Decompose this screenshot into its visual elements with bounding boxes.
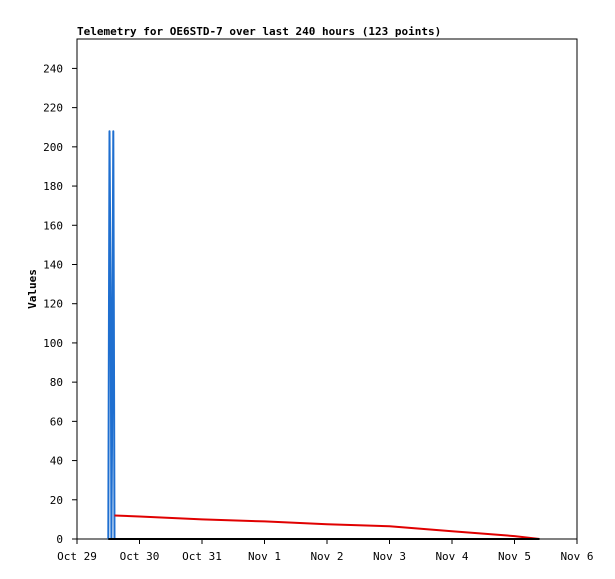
- x-tick-label: Nov 3: [373, 550, 406, 563]
- y-tick-label: 220: [43, 102, 63, 115]
- y-tick-label: 160: [43, 219, 63, 232]
- x-tick-label: Nov 6: [560, 550, 593, 563]
- y-axis-label: Values: [26, 269, 39, 309]
- y-tick-label: 200: [43, 141, 63, 154]
- y-tick-label: 0: [56, 533, 63, 546]
- series-line-0: [107, 130, 116, 540]
- chart-title: Telemetry for OE6STD-7 over last 240 hou…: [77, 25, 441, 38]
- y-tick-label: 240: [43, 62, 63, 75]
- x-axis: Oct 29 Oct 30 Oct 31 Nov 1 Nov 2 Nov 3 Nov 4 No…: [57, 539, 594, 563]
- series-line-1: [114, 514, 540, 540]
- y-tick-label: 60: [50, 415, 63, 428]
- y-axis: 0 20 40 60 80 100 120 140 160 180 200 220 240: [43, 62, 77, 546]
- plot-area: [76, 38, 578, 540]
- y-tick-label: 80: [50, 376, 63, 389]
- y-tick-label: 40: [50, 455, 63, 468]
- x-tick-label: Nov 4: [435, 550, 468, 563]
- y-tick-label: 100: [43, 337, 63, 350]
- y-tick-label: 20: [50, 494, 63, 507]
- x-tick-label: Oct 29: [57, 550, 97, 563]
- series-layer: [107, 130, 540, 540]
- x-tick-label: Nov 2: [310, 550, 343, 563]
- y-tick-label: 180: [43, 180, 63, 193]
- x-tick-label: Oct 30: [120, 550, 160, 563]
- y-tick-label: 120: [43, 298, 63, 311]
- x-tick-label: Nov 5: [498, 550, 531, 563]
- y-tick-label: 140: [43, 258, 63, 271]
- x-tick-label: Nov 1: [248, 550, 281, 563]
- x-tick-label: Oct 31: [182, 550, 222, 563]
